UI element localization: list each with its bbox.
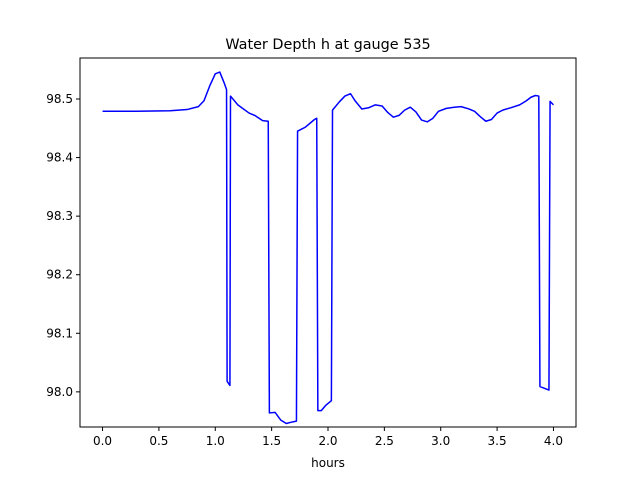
- y-axis: 98.0 98.1 98.2 98.3 98.4 98.5: [46, 92, 80, 399]
- x-tick-label: 4.0: [544, 434, 563, 448]
- y-tick-label: 98.2: [46, 268, 73, 282]
- x-tick-label: 3.5: [488, 434, 507, 448]
- series-line-0: [102, 71, 554, 425]
- chart-title: Water Depth h at gauge 535: [225, 37, 430, 53]
- x-tick-label: 1.5: [262, 434, 281, 448]
- y-tick-label: 98.1: [46, 326, 73, 340]
- y-tick-label: 98.3: [46, 209, 73, 223]
- y-tick-label: 98.5: [46, 92, 73, 106]
- x-tick-label: 2.0: [318, 434, 337, 448]
- x-tick-label: 0.5: [149, 434, 168, 448]
- y-tick-label: 98.4: [46, 151, 73, 165]
- y-tick-label: 98.0: [46, 385, 73, 399]
- x-axis: 0.0 0.5 1.0 1.5 2.0 2.5 3.0 3.5 4.0: [93, 427, 563, 448]
- series-layer: [102, 71, 554, 425]
- x-tick-label: 1.0: [206, 434, 225, 448]
- x-axis-label: hours: [311, 456, 345, 470]
- x-tick-label: 2.5: [375, 434, 394, 448]
- plot-frame: [79, 57, 577, 428]
- x-tick-label: 3.0: [431, 434, 450, 448]
- x-tick-label: 0.0: [93, 434, 112, 448]
